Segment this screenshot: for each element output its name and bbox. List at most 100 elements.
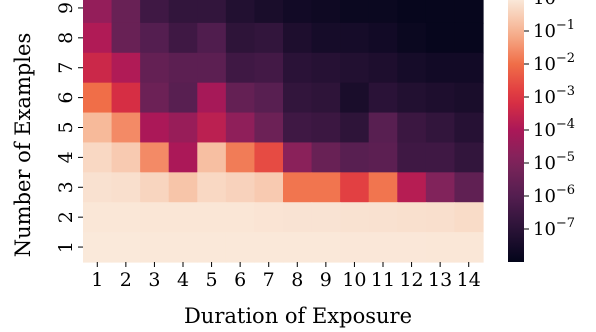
heatmap-cell bbox=[368, 82, 398, 114]
heatmap-cell bbox=[197, 0, 227, 24]
heatmap-cell bbox=[225, 52, 256, 84]
heatmap-cell bbox=[397, 52, 427, 84]
heatmap-cell bbox=[397, 82, 427, 114]
heatmap-cell bbox=[225, 112, 256, 144]
heatmap-cell bbox=[283, 52, 313, 84]
heatmap-cell bbox=[168, 52, 198, 84]
heatmap-cell bbox=[454, 22, 484, 54]
heatmap-cell bbox=[83, 22, 113, 54]
heatmap-cell bbox=[311, 82, 341, 114]
heatmap-cell bbox=[311, 142, 341, 173]
heatmap-cell bbox=[425, 52, 456, 84]
heatmap-cell bbox=[311, 232, 341, 263]
x-tick-label: 14 bbox=[457, 269, 481, 291]
heatmap-cell bbox=[225, 232, 256, 263]
heatmap-cell bbox=[311, 112, 341, 144]
x-tick-label: 5 bbox=[206, 269, 218, 291]
heatmap-cell bbox=[140, 22, 170, 54]
heatmap-cell bbox=[140, 232, 170, 263]
heatmap-cell bbox=[197, 112, 227, 144]
heatmap-cell bbox=[254, 112, 284, 144]
heatmap-cell bbox=[111, 232, 141, 263]
heatmap-cell bbox=[111, 172, 141, 203]
y-tick-label: 8 bbox=[55, 32, 77, 44]
heatmap-cell bbox=[368, 112, 398, 144]
heatmap-cell bbox=[225, 142, 256, 173]
x-tick-label: 13 bbox=[428, 269, 452, 291]
heatmap-cell bbox=[111, 22, 141, 54]
x-tick-label: 6 bbox=[234, 269, 246, 291]
heatmap-cell bbox=[83, 232, 113, 263]
heatmap-cell bbox=[168, 82, 198, 114]
heatmap-cell bbox=[83, 172, 113, 203]
heatmap-cell bbox=[397, 172, 427, 203]
heatmap-cell bbox=[283, 22, 313, 54]
x-tick-label: 3 bbox=[148, 269, 160, 291]
heatmap-cell bbox=[425, 22, 456, 54]
heatmap-cell bbox=[283, 142, 313, 173]
heatmap-cell bbox=[425, 232, 456, 263]
heatmap-cell bbox=[368, 202, 398, 233]
x-tick-label: 2 bbox=[120, 269, 132, 291]
y-axis-ticks: 9 8 7 6 5 4 3 2 1 bbox=[55, 2, 83, 253]
heatmap-cell bbox=[140, 202, 170, 233]
heatmap-cell bbox=[368, 232, 398, 263]
heatmap-cell bbox=[340, 112, 370, 144]
heatmap-cell bbox=[83, 112, 113, 144]
y-tick-label: 5 bbox=[55, 121, 77, 133]
y-tick-label: 7 bbox=[55, 62, 77, 74]
heatmap-cell bbox=[454, 52, 484, 84]
heatmap-cell bbox=[425, 112, 456, 144]
x-tick-label: 11 bbox=[371, 269, 395, 291]
heatmap-cell bbox=[197, 142, 227, 173]
heatmap-cell bbox=[254, 52, 284, 84]
heatmap-cell bbox=[225, 22, 256, 54]
heatmap-cell bbox=[283, 82, 313, 114]
heatmap-cell bbox=[83, 142, 113, 173]
heatmap-cell bbox=[140, 142, 170, 173]
heatmap-cell bbox=[168, 232, 198, 263]
heatmap-cell bbox=[140, 172, 170, 203]
heatmap-cell bbox=[425, 202, 456, 233]
colorbar-tick-label: 10−2 bbox=[533, 51, 575, 75]
heatmap-cell bbox=[168, 112, 198, 144]
heatmap-cell bbox=[111, 112, 141, 144]
heatmap-cell bbox=[397, 22, 427, 54]
heatmap-cell bbox=[83, 202, 113, 233]
heatmap-cell bbox=[454, 232, 484, 263]
heatmap-cell bbox=[168, 172, 198, 203]
heatmap-cell bbox=[197, 172, 227, 203]
heatmap-cell bbox=[454, 172, 484, 203]
heatmap-cell bbox=[340, 202, 370, 233]
heatmap-cell bbox=[197, 22, 227, 54]
heatmap-cell bbox=[283, 202, 313, 233]
heatmap-cell bbox=[283, 232, 313, 263]
heatmap-cell bbox=[397, 232, 427, 263]
y-axis-label: Number of Examples bbox=[11, 33, 35, 257]
heatmap-cell bbox=[340, 0, 370, 24]
x-tick-label: 10 bbox=[342, 269, 366, 291]
colorbar-ticks: 100 10−1 10−2 10−3 10−4 10−5 10−6 10−7 bbox=[524, 0, 575, 240]
heatmap-cell bbox=[311, 22, 341, 54]
heatmap-cell bbox=[197, 202, 227, 233]
heatmap-cell bbox=[111, 202, 141, 233]
x-tick-label: 4 bbox=[177, 269, 189, 291]
heatmap-cell bbox=[111, 142, 141, 173]
heatmap-cell bbox=[111, 82, 141, 114]
heatmap-cell bbox=[283, 112, 313, 144]
heatmap-cell bbox=[254, 232, 284, 263]
heatmap-cell bbox=[225, 0, 256, 24]
heatmap-cell bbox=[225, 172, 256, 203]
heatmap-cell bbox=[340, 82, 370, 114]
heatmap-cell bbox=[254, 202, 284, 233]
heatmap-cell bbox=[140, 0, 170, 24]
colorbar-tick-label: 10−6 bbox=[533, 183, 575, 207]
heatmap-cell bbox=[454, 0, 484, 24]
heatmap-cell bbox=[368, 52, 398, 84]
heatmap-cell bbox=[311, 202, 341, 233]
heatmap-cell bbox=[397, 142, 427, 173]
heatmap-cell bbox=[283, 172, 313, 203]
heatmap-cell bbox=[168, 202, 198, 233]
heatmap-cell bbox=[454, 112, 484, 144]
